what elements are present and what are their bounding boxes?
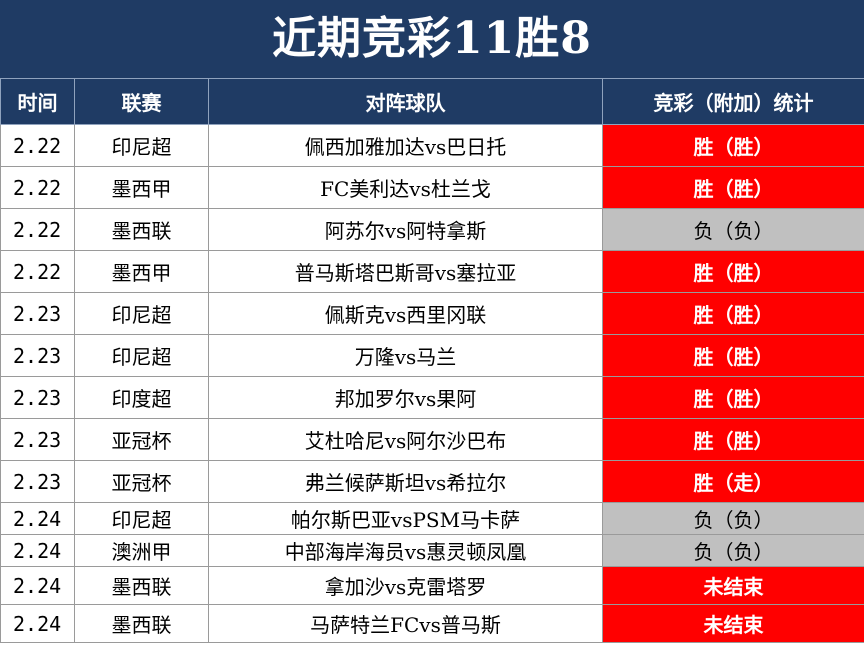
header-stat: 竞彩（附加）统计 <box>602 78 864 125</box>
cell-league: 墨西甲 <box>74 166 209 209</box>
table-row: 2.23 印尼超 万隆vs马兰 胜（胜） <box>0 334 864 377</box>
cell-match: 艾杜哈尼vs阿尔沙巴布 <box>208 418 603 461</box>
cell-match: 佩西加雅加达vs巴日托 <box>208 124 603 167</box>
cell-time: 2.23 <box>0 460 75 503</box>
cell-result: 胜（走） <box>602 460 864 503</box>
table-row: 2.22 墨西甲 普马斯塔巴斯哥vs塞拉亚 胜（胜） <box>0 250 864 293</box>
cell-time: 2.23 <box>0 334 75 377</box>
cell-match: 拿加沙vs克雷塔罗 <box>208 566 603 605</box>
cell-match: 普马斯塔巴斯哥vs塞拉亚 <box>208 250 603 293</box>
table-row: 2.24 墨西联 拿加沙vs克雷塔罗 未结束 <box>0 566 864 605</box>
cell-time: 2.23 <box>0 418 75 461</box>
cell-league: 墨西联 <box>74 604 209 643</box>
table-row: 2.24 澳洲甲 中部海岸海员vs惠灵顿凤凰 负（负） <box>0 534 864 567</box>
cell-result: 胜（胜） <box>602 250 864 293</box>
cell-match: FC美利达vs杜兰戈 <box>208 166 603 209</box>
cell-time: 2.23 <box>0 292 75 335</box>
cell-time: 2.22 <box>0 166 75 209</box>
table-row: 2.22 墨西甲 FC美利达vs杜兰戈 胜（胜） <box>0 166 864 209</box>
results-table: 时间 联赛 对阵球队 竞彩（附加）统计 2.22 印尼超 佩西加雅加达vs巴日托… <box>0 78 864 643</box>
cell-result: 负（负） <box>602 208 864 251</box>
cell-league: 墨西联 <box>74 208 209 251</box>
cell-result: 胜（胜） <box>602 418 864 461</box>
cell-time: 2.24 <box>0 502 75 535</box>
cell-result: 胜（胜） <box>602 166 864 209</box>
cell-time: 2.24 <box>0 534 75 567</box>
cell-league: 印尼超 <box>74 334 209 377</box>
cell-match: 马萨特兰FCvs普马斯 <box>208 604 603 643</box>
header-match: 对阵球队 <box>208 78 603 125</box>
cell-match: 万隆vs马兰 <box>208 334 603 377</box>
table-row: 2.24 印尼超 帕尔斯巴亚vsPSM马卡萨 负（负） <box>0 502 864 535</box>
cell-result: 负（负） <box>602 502 864 535</box>
cell-time: 2.24 <box>0 566 75 605</box>
cell-time: 2.22 <box>0 250 75 293</box>
cell-league: 亚冠杯 <box>74 418 209 461</box>
header-league: 联赛 <box>74 78 209 125</box>
cell-match: 邦加罗尔vs果阿 <box>208 376 603 419</box>
cell-league: 亚冠杯 <box>74 460 209 503</box>
cell-result: 未结束 <box>602 604 864 643</box>
header-time: 时间 <box>0 78 75 125</box>
cell-league: 澳洲甲 <box>74 534 209 567</box>
cell-league: 印尼超 <box>74 124 209 167</box>
cell-time: 2.23 <box>0 376 75 419</box>
cell-result: 胜（胜） <box>602 334 864 377</box>
table-row: 2.22 墨西联 阿苏尔vs阿特拿斯 负（负） <box>0 208 864 251</box>
cell-match: 弗兰候萨斯坦vs希拉尔 <box>208 460 603 503</box>
table-row: 2.24 墨西联 马萨特兰FCvs普马斯 未结束 <box>0 604 864 643</box>
cell-match: 阿苏尔vs阿特拿斯 <box>208 208 603 251</box>
table-row: 2.22 印尼超 佩西加雅加达vs巴日托 胜（胜） <box>0 124 864 167</box>
cell-league: 印尼超 <box>74 292 209 335</box>
cell-time: 2.24 <box>0 604 75 643</box>
cell-result: 胜（胜） <box>602 376 864 419</box>
cell-league: 墨西甲 <box>74 250 209 293</box>
page-title: 近期竞彩11胜8 <box>0 0 864 78</box>
table-row: 2.23 印尼超 佩斯克vs西里冈联 胜（胜） <box>0 292 864 335</box>
table-row: 2.23 印度超 邦加罗尔vs果阿 胜（胜） <box>0 376 864 419</box>
cell-match: 帕尔斯巴亚vsPSM马卡萨 <box>208 502 603 535</box>
table-row: 2.23 亚冠杯 弗兰候萨斯坦vs希拉尔 胜（走） <box>0 460 864 503</box>
cell-time: 2.22 <box>0 124 75 167</box>
cell-match: 中部海岸海员vs惠灵顿凤凰 <box>208 534 603 567</box>
cell-match: 佩斯克vs西里冈联 <box>208 292 603 335</box>
cell-league: 印尼超 <box>74 502 209 535</box>
table-row: 2.23 亚冠杯 艾杜哈尼vs阿尔沙巴布 胜（胜） <box>0 418 864 461</box>
cell-result: 胜（胜） <box>602 292 864 335</box>
cell-result: 未结束 <box>602 566 864 605</box>
cell-result: 胜（胜） <box>602 124 864 167</box>
table-header-row: 时间 联赛 对阵球队 竞彩（附加）统计 <box>0 78 864 125</box>
cell-league: 印度超 <box>74 376 209 419</box>
cell-league: 墨西联 <box>74 566 209 605</box>
cell-result: 负（负） <box>602 534 864 567</box>
cell-time: 2.22 <box>0 208 75 251</box>
